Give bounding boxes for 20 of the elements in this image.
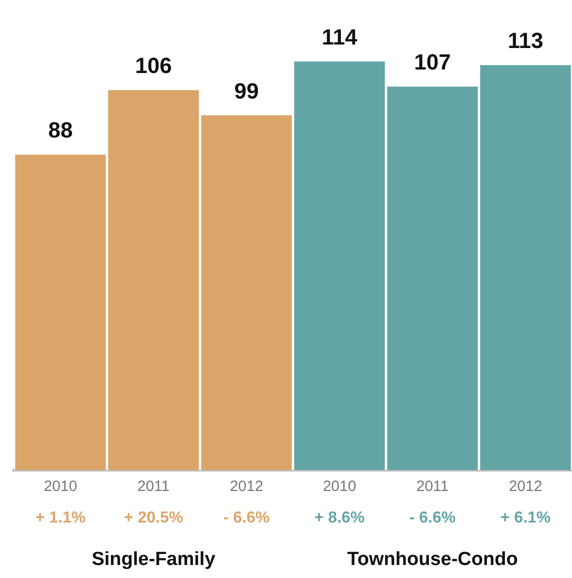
x-tick-label: 2011 bbox=[416, 478, 449, 496]
x-tick-label: 2010 bbox=[44, 478, 78, 496]
text: Single-Family bbox=[92, 549, 216, 570]
data-label: 114 bbox=[322, 24, 358, 50]
data-label: 88 bbox=[48, 118, 73, 143]
text: + 6.1% bbox=[500, 509, 551, 526]
data-label: 113 bbox=[508, 28, 544, 54]
data-label: 106 bbox=[135, 53, 172, 78]
text: - 6.6% bbox=[223, 509, 270, 526]
text: + 8.6% bbox=[314, 509, 365, 526]
x-tick-label: 2011 bbox=[137, 478, 170, 496]
text: Townhouse-Condo bbox=[347, 549, 518, 570]
x-tick-label: 2012 bbox=[508, 478, 542, 496]
data-label: 107 bbox=[414, 50, 451, 75]
data-label: 99 bbox=[234, 78, 259, 104]
text: + 1.1% bbox=[35, 509, 86, 526]
x-tick-label: 2012 bbox=[230, 478, 264, 496]
text: + 20.5% bbox=[124, 509, 184, 526]
x-tick-label: 2010 bbox=[322, 478, 356, 496]
text: - 6.6% bbox=[409, 509, 456, 526]
